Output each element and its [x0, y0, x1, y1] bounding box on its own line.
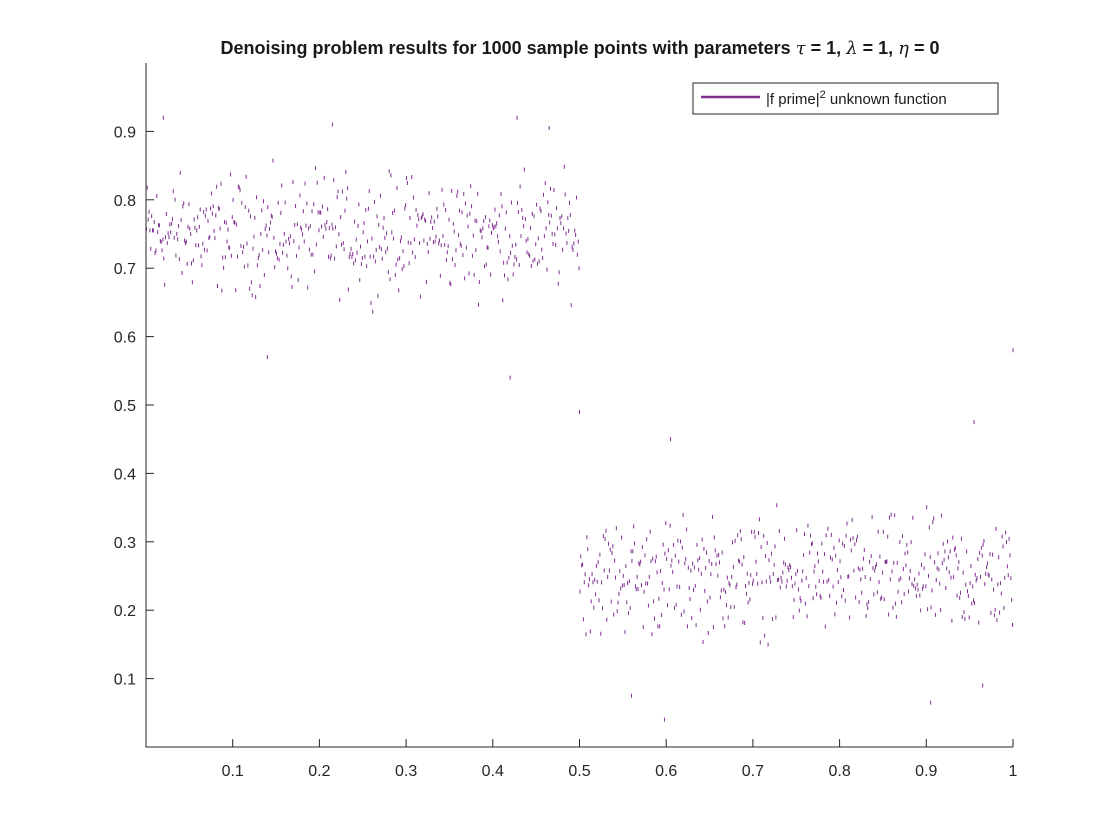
data-points — [145, 115, 1014, 722]
legend-label-superscript: 2 — [820, 89, 826, 101]
y-tick-label: 0.7 — [114, 261, 136, 278]
y-tick-label: 0.3 — [114, 535, 136, 552]
x-tick-label: 1 — [1009, 763, 1018, 780]
legend-label: |f prime|2 unknown function — [766, 89, 947, 108]
plot-axes — [145, 63, 1013, 748]
x-tick-label: 0.3 — [395, 763, 417, 780]
legend: |f prime|2 unknown function — [692, 82, 999, 115]
y-tick-label: 0.5 — [114, 398, 136, 415]
legend-label-main: |f prime| — [766, 91, 820, 108]
x-axis: 0.1 0.2 0.3 0.4 0.5 0.6 0.7 0.8 0.9 1 — [222, 739, 1018, 780]
title-tau-symbol: τ — [796, 38, 807, 59]
y-tick-label: 0.9 — [114, 124, 136, 141]
x-tick-label: 0.1 — [222, 763, 244, 780]
x-tick-label: 0.5 — [568, 763, 590, 780]
y-tick-label: 0.2 — [114, 603, 136, 620]
y-axis: 0.1 0.2 0.3 0.4 0.5 0.6 0.7 0.8 0.9 — [114, 124, 154, 689]
title-eta-value: = 0 — [909, 38, 940, 58]
x-tick-label: 0.8 — [828, 763, 850, 780]
x-tick-label: 0.6 — [655, 763, 677, 780]
y-tick-label: 0.8 — [114, 193, 136, 210]
title-lambda-value: = 1, — [858, 38, 899, 58]
title-tau-value: = 1, — [806, 38, 847, 58]
title-prefix: Denoising problem results for 1000 sampl… — [221, 38, 796, 58]
x-tick-label: 0.7 — [742, 763, 764, 780]
legend-box — [692, 82, 999, 115]
y-tick-label: 0.1 — [114, 672, 136, 689]
y-tick-label: 0.4 — [114, 466, 136, 483]
x-tick-label: 0.9 — [915, 763, 937, 780]
title-eta-symbol: η — [898, 38, 909, 59]
x-tick-label: 0.4 — [482, 763, 504, 780]
title-lambda-symbol: λ — [845, 38, 857, 59]
y-tick-label: 0.6 — [114, 330, 136, 347]
chart-title: Denoising problem results for 1000 sampl… — [221, 38, 940, 59]
x-tick-label: 0.2 — [308, 763, 330, 780]
legend-label-rest: unknown function — [826, 91, 947, 108]
